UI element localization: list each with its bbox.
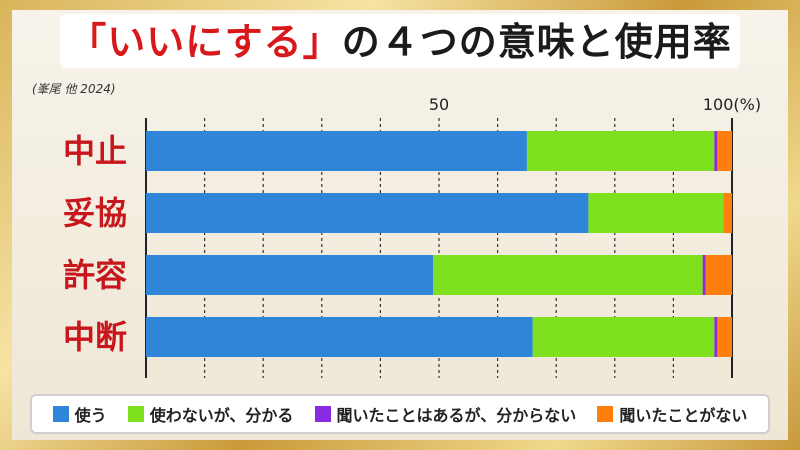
category-label: 妥協 [63, 194, 127, 232]
bar-segment [146, 193, 589, 233]
bar-segment [526, 131, 715, 171]
legend-swatch [127, 406, 144, 422]
legend-swatch [597, 406, 614, 422]
page-title: 「いいにする」の４つの意味と使用率 [0, 18, 800, 66]
bar-segment [588, 193, 724, 233]
legend-label: 使わないが、分かる [149, 406, 294, 425]
legend-label: 聞いたことはあるが、分からない [336, 406, 577, 425]
title-rest: の４つの意味と使用率 [341, 20, 732, 64]
title-bar [60, 14, 740, 68]
category-label: 中断 [63, 318, 127, 356]
bar-segment [714, 317, 718, 357]
legend-swatch [314, 406, 331, 422]
legend-swatch [52, 406, 69, 422]
legend-item: 聞いたことがない [597, 402, 747, 426]
chart-legend: 使う 使わないが、分かる 聞いたことはあるが、分からない 聞いたことがない [30, 394, 770, 434]
legend-item: 使う [52, 402, 107, 426]
bar-segment [714, 131, 718, 171]
bar-segment [146, 317, 533, 357]
bar-segment [146, 255, 434, 295]
tick-label: 50 [429, 95, 449, 114]
bar-segment [146, 131, 527, 171]
tick-label: 100(%) [703, 95, 761, 114]
bar-segment [717, 131, 732, 171]
bar-segment [532, 317, 715, 357]
legend-label: 使う [74, 406, 107, 425]
title-quoted: 「いいにする」 [68, 20, 342, 64]
category-label: 許容 [63, 256, 127, 294]
bar-segment [723, 193, 732, 233]
bar-segment [717, 317, 732, 357]
legend-item: 使わないが、分かる [127, 402, 294, 426]
bar-segment [433, 255, 703, 295]
category-label: 中止 [63, 132, 127, 170]
citation: (峯尾 他 2024) [32, 82, 116, 96]
legend-item: 聞いたことはあるが、分からない [314, 402, 577, 426]
bar-segment [702, 255, 706, 295]
bar-segment [705, 255, 732, 295]
legend-label: 聞いたことがない [619, 406, 748, 425]
